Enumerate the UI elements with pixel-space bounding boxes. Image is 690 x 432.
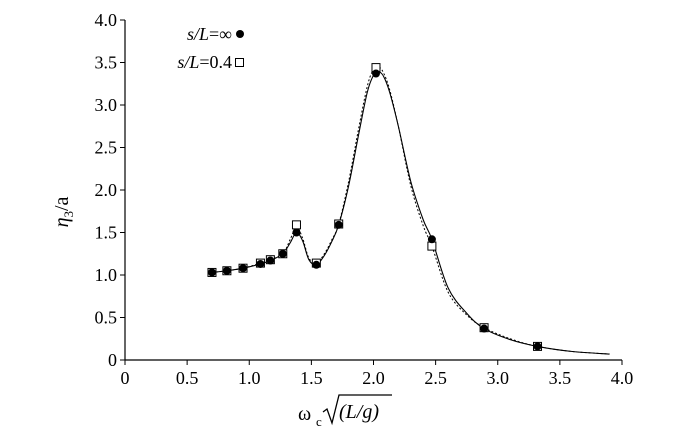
axes: 0 0.5 1.0 1.5 2.0 2.5 3.0 3.5 4.0 0 0.5 1.0 1.5 2.0 2.… — [95, 10, 634, 388]
data-point-circle — [239, 264, 248, 273]
fit-curves — [211, 65, 610, 355]
x-tick-label: 2.0 — [362, 368, 385, 388]
fit-curve-dotted — [211, 65, 610, 355]
data-point-circle — [427, 235, 436, 244]
x-tick-label: 4.0 — [611, 368, 634, 388]
legend-marker-filled-circle — [236, 30, 244, 38]
y-tick-label: 0.5 — [95, 308, 118, 328]
legend: s/L=∞ s/L=0.4 — [177, 24, 244, 72]
x-tick-label: 3.0 — [487, 368, 510, 388]
x-axis-label-omega: ω — [298, 403, 311, 425]
data-point-square — [291, 220, 301, 230]
y-tick-label: 1.5 — [95, 223, 118, 243]
y-tick-label: 3.0 — [95, 95, 118, 115]
data-points — [207, 63, 543, 351]
data-point-circle — [222, 266, 231, 275]
legend-marker-open-square — [235, 58, 244, 67]
y-tick-label: 1.0 — [95, 265, 118, 285]
data-point-circle — [266, 256, 275, 265]
x-tick-label: 1.0 — [238, 368, 261, 388]
x-axis-label-radicand: (L/g) — [339, 401, 379, 423]
fit-curve-solid — [211, 71, 610, 355]
data-point-circle — [256, 259, 265, 268]
legend-item-0.4: s/L=0.4 — [177, 52, 244, 72]
data-point-circle — [371, 69, 380, 78]
sqrt-symbol — [322, 394, 392, 426]
y-tick-label: 4.0 — [95, 10, 118, 30]
x-tick-label: 0 — [121, 368, 130, 388]
x-tick-label: 1.5 — [300, 368, 323, 388]
data-point-circle — [207, 268, 216, 277]
y-axis-label: η3/a — [51, 196, 76, 227]
data-point-circle — [480, 324, 489, 333]
y-tick-label: 2.5 — [95, 138, 118, 158]
x-tick-label: 2.5 — [424, 368, 447, 388]
x-axis-label: ω c (L/g) — [298, 394, 392, 429]
y-tick-label: 0 — [108, 350, 117, 370]
svg-text:s/L=∞: s/L=∞ — [187, 24, 232, 44]
data-point-circle — [312, 260, 321, 269]
x-axis-label-subscript: c — [316, 414, 322, 429]
y-tick-label: 2.0 — [95, 180, 118, 200]
data-point-circle — [533, 342, 542, 351]
svg-text:s/L=0.4: s/L=0.4 — [177, 52, 232, 72]
data-point-circle — [278, 249, 287, 258]
data-point-circle — [334, 220, 343, 229]
legend-item-inf: s/L=∞ — [187, 24, 244, 44]
data-point-circle — [292, 228, 301, 237]
y-tick-label: 3.5 — [95, 53, 118, 73]
x-tick-label: 0.5 — [176, 368, 199, 388]
svg-text:η3/a: η3/a — [51, 196, 76, 227]
x-tick-label: 3.5 — [549, 368, 572, 388]
